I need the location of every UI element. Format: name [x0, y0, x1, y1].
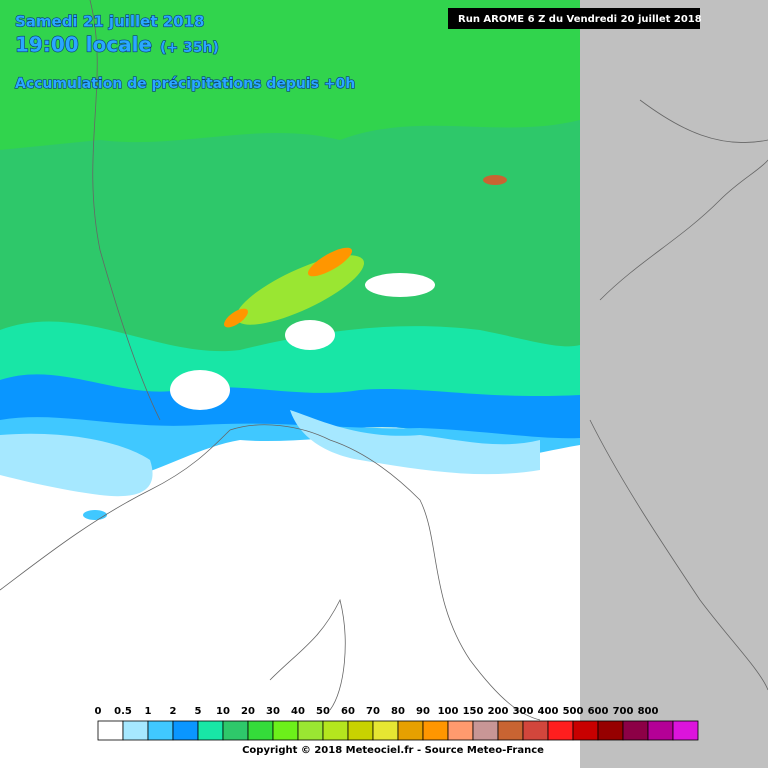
- legend-label: 0: [95, 706, 102, 717]
- legend-swatch: [372, 720, 399, 741]
- legend-swatch: [597, 720, 624, 741]
- legend-swatch: [322, 720, 349, 741]
- run-label: Run AROME 6 Z du Vendredi 20 juillet 201…: [458, 14, 702, 25]
- legend-swatch: [647, 720, 674, 741]
- legend-swatch: [497, 720, 524, 741]
- legend-label: 60: [341, 706, 355, 717]
- legend-label: 500: [563, 706, 584, 717]
- legend-swatch: [672, 720, 699, 741]
- legend-label: 1: [145, 706, 152, 717]
- run-box: [448, 8, 700, 29]
- legend-swatch: [447, 720, 474, 741]
- legend-label: 150: [463, 706, 484, 717]
- legend-label: 30: [266, 706, 280, 717]
- legend-swatch: [97, 720, 124, 741]
- legend-swatch: [222, 720, 249, 741]
- legend-swatch: [547, 720, 574, 741]
- legend-swatch: [122, 720, 149, 741]
- time: 19:00 locale: [15, 33, 152, 57]
- legend-swatch: [147, 720, 174, 741]
- legend-label: 200: [488, 706, 509, 717]
- legend-swatch: [197, 720, 224, 741]
- legend-swatch: [422, 720, 449, 741]
- legend-swatch: [522, 720, 549, 741]
- legend-label: 20: [241, 706, 255, 717]
- legend-swatch: [572, 720, 599, 741]
- legend-label: 90: [416, 706, 430, 717]
- legend-label: 70: [366, 706, 380, 717]
- legend-label: 0.5: [114, 706, 132, 717]
- legend-swatch: [297, 720, 324, 741]
- legend-swatch: [622, 720, 649, 741]
- borders: [0, 0, 768, 721]
- legend-label: 10: [216, 706, 230, 717]
- legend-label: 400: [538, 706, 559, 717]
- legend-label: 700: [613, 706, 634, 717]
- date: Samedi 21 juillet 2018: [15, 13, 205, 31]
- legend-label: 2: [170, 706, 177, 717]
- legend-swatch: [247, 720, 274, 741]
- product: Accumulation de précipitations depuis +0…: [15, 76, 355, 92]
- legend-label: 600: [588, 706, 609, 717]
- legend-label: 40: [291, 706, 305, 717]
- lead-time: (+ 35h): [160, 40, 219, 56]
- outside-domain: [580, 0, 768, 768]
- legend-label: 5: [195, 706, 202, 717]
- legend-swatch: [397, 720, 424, 741]
- legend-swatch: [272, 720, 299, 741]
- precipitation-field: [0, 0, 580, 520]
- legend-label: 50: [316, 706, 330, 717]
- copyright: Copyright © 2018 Meteociel.fr - Source M…: [242, 745, 544, 756]
- legend-label: 100: [438, 706, 459, 717]
- legend-label: 300: [513, 706, 534, 717]
- legend-label: 80: [391, 706, 405, 717]
- legend: 0 0.5 1 2 5 10 20 30 40 50 60 70 80 90 100 150 200 300 400…: [95, 706, 699, 741]
- legend-label: 800: [638, 706, 659, 717]
- legend-swatch: [347, 720, 374, 741]
- legend-swatch: [172, 720, 199, 741]
- legend-swatch: [472, 720, 499, 741]
